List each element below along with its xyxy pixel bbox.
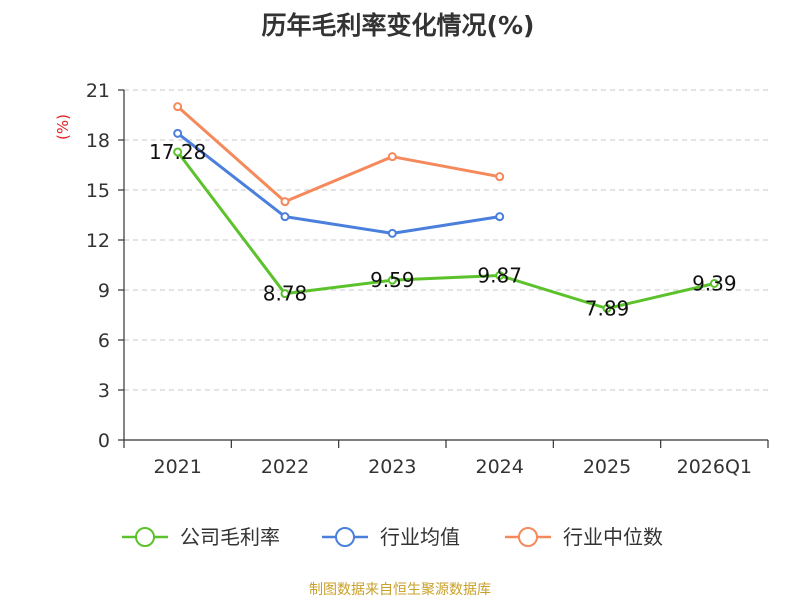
y-tick-label: 9 xyxy=(98,280,110,302)
y-tick-label: 3 xyxy=(98,380,110,402)
series-layer xyxy=(173,102,719,313)
data-label-layer: 17.28 8.78 9.59 9.87 7.89 9.39 xyxy=(149,140,737,321)
data-label: 8.78 xyxy=(263,282,308,306)
x-tick-label: 2024 xyxy=(475,456,523,478)
legend: 公司毛利率 行业均值 行业中位数 xyxy=(122,525,663,549)
legend-circle-icon xyxy=(518,527,538,547)
chart-title: 历年毛利率变化情况(%) xyxy=(262,11,535,40)
series-1-point[interactable] xyxy=(709,279,719,288)
y-tick-label: 0 xyxy=(98,430,110,452)
legend-circle-icon xyxy=(135,527,155,547)
y-tick-label: 18 xyxy=(86,130,110,152)
legend-circle-icon xyxy=(335,527,355,547)
series-3-point[interactable] xyxy=(280,197,290,207)
series-1-point[interactable] xyxy=(280,289,290,299)
x-tick-label: 2026Q1 xyxy=(677,456,752,478)
legend-label: 公司毛利率 xyxy=(180,525,280,549)
x-tick-label: 2021 xyxy=(153,456,201,478)
source-note: 制图数据来自恒生聚源数据库 xyxy=(309,582,491,598)
y-axis-unit-label: (%) xyxy=(54,114,72,140)
y-tick-label: 6 xyxy=(98,330,110,352)
axis-layer: 0 3 6 9 12 15 18 21 2021 2022 2023 2024 2025 2026Q1 xyxy=(86,80,769,478)
legend-label: 行业中位数 xyxy=(563,525,663,549)
series-1-point[interactable] xyxy=(495,271,505,280)
series-line-2 xyxy=(176,132,500,235)
data-label: 9.87 xyxy=(477,264,522,288)
series-1-point[interactable] xyxy=(387,275,397,285)
series-3-point[interactable] xyxy=(387,152,397,162)
series-3-point[interactable] xyxy=(495,172,505,182)
data-label: 7.89 xyxy=(585,297,630,321)
y-tick-label: 12 xyxy=(86,230,110,252)
x-tick-label: 2025 xyxy=(583,456,631,478)
legend-item-1[interactable]: 公司毛利率 xyxy=(122,525,280,549)
grid-layer xyxy=(124,89,768,391)
data-label: 9.39 xyxy=(692,272,737,296)
series-3-point[interactable] xyxy=(173,102,183,112)
legend-label: 行业均值 xyxy=(380,525,460,549)
series-1-point[interactable] xyxy=(602,304,612,313)
legend-item-2[interactable]: 行业均值 xyxy=(322,525,460,549)
series-line-3 xyxy=(176,105,500,204)
series-2-point[interactable] xyxy=(173,128,183,138)
series-2-point[interactable] xyxy=(387,228,397,238)
data-label: 17.28 xyxy=(149,140,206,164)
x-tick-label: 2022 xyxy=(261,456,309,478)
series-1-point[interactable] xyxy=(173,147,183,157)
x-tick-label: 2023 xyxy=(368,456,416,478)
y-tick-label: 21 xyxy=(86,80,110,102)
series-2-point[interactable] xyxy=(495,212,505,222)
series-line-1 xyxy=(176,151,715,310)
data-label: 9.59 xyxy=(370,268,415,292)
series-2-point[interactable] xyxy=(280,212,290,222)
legend-item-3[interactable]: 行业中位数 xyxy=(505,525,663,549)
y-tick-label: 15 xyxy=(86,180,110,202)
